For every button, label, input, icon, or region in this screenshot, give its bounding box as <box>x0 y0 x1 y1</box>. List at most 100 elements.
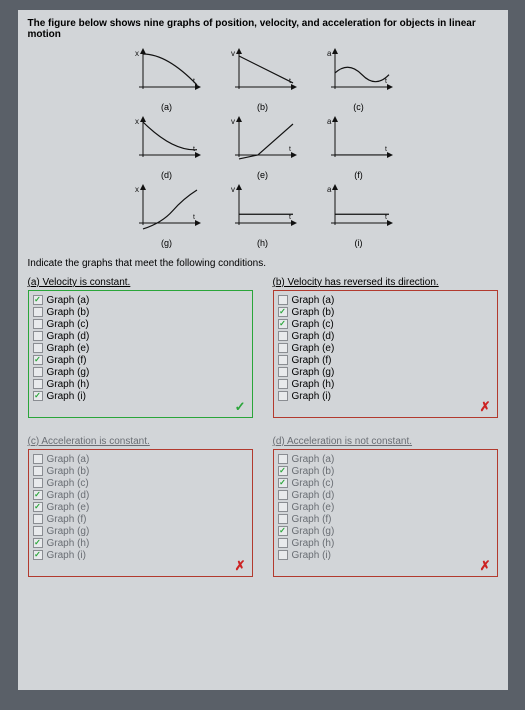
graphs-area: x t (a) v t (b) a t (c) x t (d) <box>28 48 498 248</box>
checkbox[interactable] <box>33 391 43 401</box>
option-row: Graph (d) <box>278 331 493 342</box>
checkbox[interactable] <box>33 367 43 377</box>
checkbox[interactable] <box>33 295 43 305</box>
checkbox[interactable] <box>33 454 43 464</box>
graph-(b): v t (b) <box>229 48 297 112</box>
checkbox[interactable] <box>33 331 43 341</box>
svg-text:t: t <box>288 146 290 153</box>
checkbox[interactable] <box>33 514 43 524</box>
option-row: Graph (d) <box>33 490 248 501</box>
check-icon: ✓ <box>235 399 246 415</box>
checkbox[interactable] <box>33 355 43 365</box>
option-row: Graph (g) <box>33 367 248 378</box>
checkbox[interactable] <box>278 454 288 464</box>
graph-(d): x t (d) <box>133 116 201 180</box>
checkbox[interactable] <box>33 319 43 329</box>
graph-row: x t (d) v t (e) a t (f) <box>133 116 393 180</box>
condition-c-options: Graph (a) Graph (b) Graph (c) Graph (d) … <box>28 449 253 577</box>
option-label: Graph (h) <box>292 379 335 390</box>
svg-text:v: v <box>231 117 235 126</box>
graph-(a): x t (a) <box>133 48 201 112</box>
option-row: Graph (e) <box>33 343 248 354</box>
graph-(i): a t (i) <box>325 184 393 248</box>
svg-text:a: a <box>327 117 332 126</box>
option-label: Graph (c) <box>292 319 334 330</box>
option-label: Graph (i) <box>47 391 86 402</box>
checkbox[interactable] <box>33 538 43 548</box>
checkbox[interactable] <box>33 478 43 488</box>
option-label: Graph (b) <box>47 307 90 318</box>
checkbox[interactable] <box>278 478 288 488</box>
option-label: Graph (h) <box>292 538 335 549</box>
svg-text:t: t <box>192 214 194 221</box>
checkbox[interactable] <box>278 538 288 548</box>
graph-label: (i) <box>355 238 363 248</box>
checkbox[interactable] <box>278 295 288 305</box>
checkbox[interactable] <box>33 343 43 353</box>
svg-text:t: t <box>384 146 386 153</box>
checkbox[interactable] <box>33 466 43 476</box>
checkbox[interactable] <box>278 550 288 560</box>
condition-b-title: (b) Velocity has reversed its direction. <box>273 277 498 288</box>
graph-label: (f) <box>354 170 363 180</box>
checkbox[interactable] <box>278 514 288 524</box>
checkbox[interactable] <box>33 526 43 536</box>
option-row: Graph (d) <box>278 490 493 501</box>
condition-b: (b) Velocity has reversed its direction.… <box>273 277 498 418</box>
option-label: Graph (b) <box>47 466 90 477</box>
svg-text:t: t <box>288 214 290 221</box>
checkbox[interactable] <box>278 466 288 476</box>
option-row: Graph (h) <box>278 379 493 390</box>
svg-text:x: x <box>135 117 139 126</box>
checkbox[interactable] <box>278 307 288 317</box>
graph-plot-icon: x t <box>133 48 201 100</box>
checkbox[interactable] <box>278 526 288 536</box>
checkbox[interactable] <box>33 490 43 500</box>
conditions-left-col: (a) Velocity is constant. Graph (a) Grap… <box>28 277 253 595</box>
checkbox[interactable] <box>33 502 43 512</box>
checkbox[interactable] <box>33 379 43 389</box>
option-label: Graph (e) <box>292 343 335 354</box>
graph-label: (e) <box>257 170 268 180</box>
graph-plot-icon: v t <box>229 184 297 236</box>
conditions-grid: (a) Velocity is constant. Graph (a) Grap… <box>28 277 498 595</box>
checkbox[interactable] <box>278 379 288 389</box>
option-row: Graph (g) <box>278 367 493 378</box>
checkbox[interactable] <box>278 343 288 353</box>
checkbox[interactable] <box>278 502 288 512</box>
option-row: Graph (g) <box>278 526 493 537</box>
checkbox[interactable] <box>278 355 288 365</box>
checkbox[interactable] <box>33 550 43 560</box>
x-icon: ✗ <box>480 399 491 415</box>
checkbox[interactable] <box>278 331 288 341</box>
checkbox[interactable] <box>33 307 43 317</box>
checkbox[interactable] <box>278 490 288 500</box>
option-label: Graph (h) <box>47 538 90 549</box>
svg-text:x: x <box>135 49 139 58</box>
option-row: Graph (e) <box>33 502 248 513</box>
graph-plot-icon: a t <box>325 48 393 100</box>
option-label: Graph (a) <box>292 454 335 465</box>
option-row: Graph (h) <box>33 379 248 390</box>
checkbox[interactable] <box>278 391 288 401</box>
option-label: Graph (b) <box>292 307 335 318</box>
condition-a-title: (a) Velocity is constant. <box>28 277 253 288</box>
option-label: Graph (g) <box>292 526 335 537</box>
option-row: Graph (b) <box>278 307 493 318</box>
option-label: Graph (i) <box>292 391 331 402</box>
graph-row: x t (a) v t (b) a t (c) <box>133 48 393 112</box>
option-row: Graph (f) <box>278 355 493 366</box>
option-row: Graph (b) <box>33 307 248 318</box>
checkbox[interactable] <box>278 367 288 377</box>
option-row: Graph (i) <box>278 391 493 402</box>
option-label: Graph (e) <box>47 502 90 513</box>
option-label: Graph (h) <box>47 379 90 390</box>
checkbox[interactable] <box>278 319 288 329</box>
option-label: Graph (d) <box>47 490 90 501</box>
option-row: Graph (a) <box>33 295 248 306</box>
condition-a-options: Graph (a) Graph (b) Graph (c) Graph (d) … <box>28 290 253 418</box>
option-row: Graph (a) <box>33 454 248 465</box>
option-label: Graph (f) <box>47 514 87 525</box>
option-row: Graph (f) <box>278 514 493 525</box>
graph-(f): a t (f) <box>325 116 393 180</box>
